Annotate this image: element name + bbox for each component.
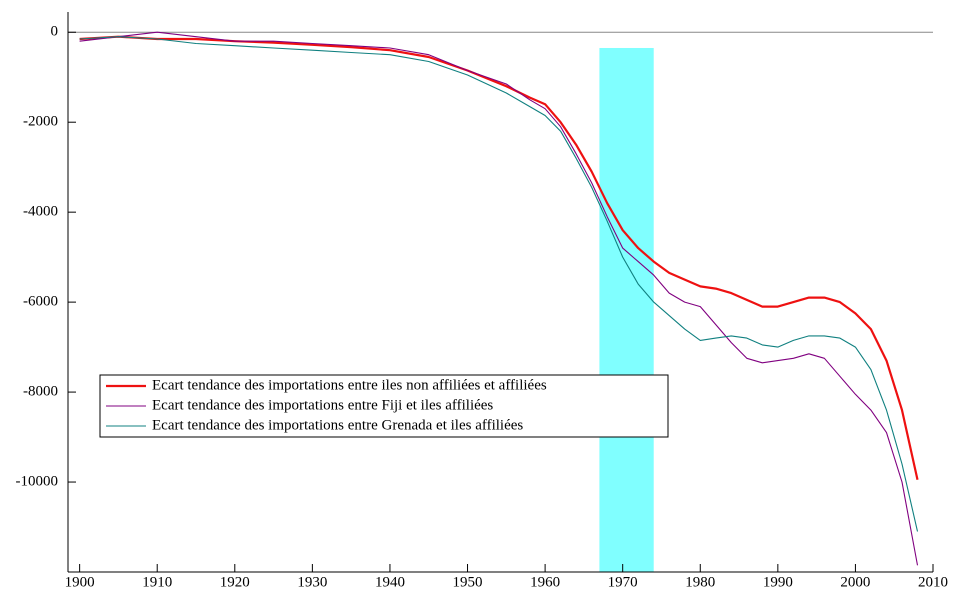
x-tick-label: 1970 [608,574,638,590]
x-tick-label: 2010 [918,574,948,590]
legend-box [99,374,669,438]
legend-label: Ecart tendance des importations entre Fi… [152,397,493,413]
y-tick-label: -4000 [23,204,58,220]
y-tick-label: -8000 [23,384,58,400]
y-tick-label: -6000 [23,294,58,310]
x-tick-label: 1900 [65,574,95,590]
x-tick-label: 1910 [142,574,172,590]
legend-label: Ecart tendance des importations entre il… [152,377,547,393]
shaded-region [599,47,654,572]
x-tick-label: 1960 [530,574,560,590]
series-line [79,36,919,532]
series-line [79,35,919,481]
legend-label: Ecart tendance des importations entre Gr… [152,417,523,433]
x-tick-label: 1920 [220,574,250,590]
y-tick-label: 0 [51,24,59,40]
x-tick-label: 1930 [297,574,327,590]
x-tick-label: 1980 [685,574,715,590]
x-tick-label: 1950 [453,574,483,590]
x-tick-label: 2000 [840,574,870,590]
series-line [79,31,919,566]
y-tick-label: -10000 [16,473,59,489]
y-tick-label: -2000 [23,114,58,130]
x-tick-label: 1940 [375,574,405,590]
x-tick-label: 1990 [763,574,793,590]
